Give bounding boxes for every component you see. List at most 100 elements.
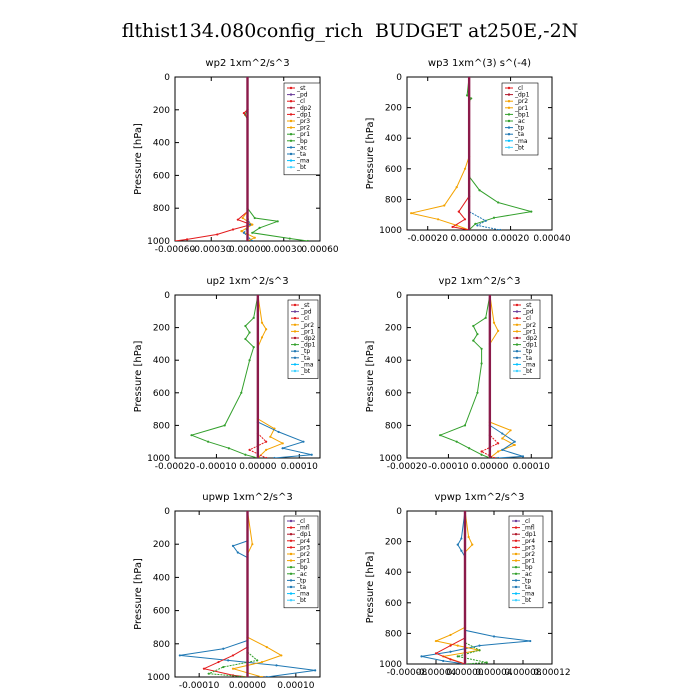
series-point: [434, 652, 438, 655]
series-line: [451, 77, 470, 230]
legend-label: _bp: [296, 564, 308, 571]
series-point: [207, 672, 210, 675]
legend-label: _pr2: [296, 551, 310, 558]
x-tick-label: 0.00000: [471, 462, 508, 472]
legend-marker: [293, 363, 297, 366]
series-point: [231, 544, 235, 547]
legend-label: _pr3: [521, 544, 535, 551]
series-point: [485, 661, 488, 664]
series-point: [480, 450, 483, 453]
legend-marker: [507, 133, 511, 136]
legend-marker: [515, 303, 519, 307]
legend-label: _ac: [296, 144, 307, 151]
series-point: [457, 210, 460, 213]
legend-marker: [507, 126, 511, 129]
legend-label: _mfl: [296, 525, 310, 532]
y-tick-label: 1000: [147, 673, 170, 683]
legend-label: _st: [296, 85, 306, 92]
series-point: [497, 442, 500, 445]
series-point: [476, 224, 479, 227]
series-point: [442, 659, 445, 663]
y-tick-label: 0: [164, 507, 170, 517]
legend-marker: [289, 539, 293, 542]
legend-marker: [289, 106, 293, 110]
series-point: [468, 447, 471, 450]
y-tick-label: 600: [385, 165, 402, 175]
y-tick-label: 400: [385, 356, 402, 366]
legend-marker: [289, 546, 293, 549]
series-point: [260, 336, 264, 339]
y-tick-label: 400: [385, 134, 402, 144]
legend-marker: [514, 572, 518, 575]
x-tick-label: -0.00008: [387, 668, 428, 678]
x-tick-label: 0.00020: [492, 234, 529, 244]
series-point: [480, 362, 483, 365]
y-axis-label: Pressure [hPa]: [365, 341, 376, 413]
legend-marker: [293, 323, 297, 326]
series-point: [497, 329, 500, 332]
series-point: [306, 239, 310, 241]
series-point: [253, 236, 256, 239]
x-tick-label: -0.00010: [428, 462, 469, 472]
chart-panel-5: upwp 1xm^2/s^3 0 200 400 600 800 1000 -0.00010 0…: [133, 492, 321, 691]
legend-marker: [289, 146, 293, 149]
legend-label: _cl: [300, 315, 309, 322]
legend-label: _pd: [522, 309, 534, 316]
series-point: [251, 223, 254, 226]
series-point: [248, 359, 251, 362]
legend-label: _pr1: [296, 558, 310, 565]
series-point: [244, 453, 247, 456]
series-point: [472, 339, 475, 342]
series-point: [265, 646, 268, 649]
legend-label: _ma: [514, 138, 528, 145]
series-point: [449, 633, 452, 637]
series-point: [492, 216, 496, 219]
series-line: [179, 511, 316, 677]
series-point: [222, 665, 225, 669]
legend-label: _ta: [296, 584, 306, 591]
series-point: [484, 316, 487, 319]
series-point: [244, 324, 247, 328]
series-line: [206, 511, 259, 677]
plot-frame: [406, 294, 553, 459]
series-line: [257, 295, 284, 458]
legend-label: _pd: [300, 309, 312, 316]
legend-marker: [289, 113, 293, 116]
legend-marker: [293, 350, 297, 353]
y-tick-label: 200: [153, 540, 170, 550]
legend-label: _ac: [296, 571, 307, 578]
x-tick-label: -0.00060: [155, 245, 196, 255]
legend-label: _cl: [296, 518, 305, 525]
series-point: [497, 456, 500, 458]
legend-label: _ma: [296, 591, 310, 598]
series-point: [484, 219, 487, 222]
series-point: [231, 654, 235, 657]
legend-label: _pr2: [300, 322, 314, 329]
legend-marker: [289, 552, 293, 556]
series-point: [265, 448, 268, 451]
y-tick-label: 1000: [147, 454, 170, 464]
series-point: [463, 167, 467, 170]
x-tick-label: -0.00030: [191, 245, 232, 255]
chart-panel-3: up2 1xm^2/s^3 0 200 400 600 800 1000-0.00020 -0…: [133, 276, 321, 472]
y-tick-label: 800: [385, 629, 402, 639]
series-line: [438, 295, 491, 458]
x-tick-label: 0.00010: [513, 462, 550, 472]
legend-label: _st: [522, 302, 532, 309]
series-point: [253, 216, 256, 220]
legend-marker: [289, 519, 293, 523]
legend-label: _bp: [521, 564, 533, 571]
series-point: [216, 233, 219, 236]
legend-label: _dp2: [296, 105, 312, 112]
series-point: [227, 447, 230, 450]
series-point: [492, 635, 496, 638]
legend-marker: [507, 86, 511, 90]
series-point: [260, 675, 264, 677]
legend-box: [287, 299, 319, 379]
series-line: [434, 511, 480, 664]
series-point: [265, 675, 268, 677]
panel-title: wp3 1xm^(3) s^(-4): [428, 58, 531, 69]
series-point: [449, 658, 452, 661]
x-tick-label: 0.00004: [475, 668, 512, 678]
series-point: [463, 218, 467, 221]
